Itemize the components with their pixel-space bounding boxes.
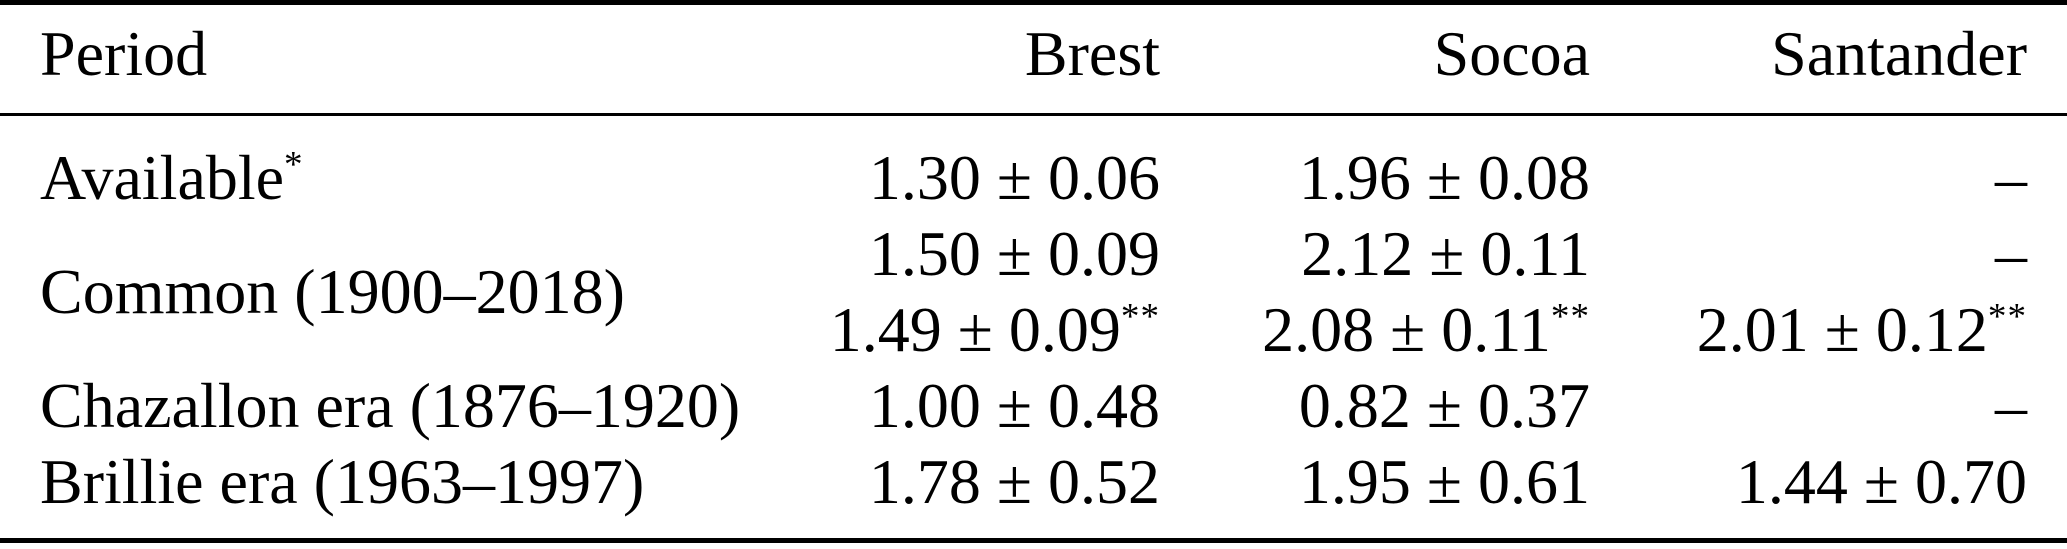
period-cell-common: Common (1900–2018): [0, 216, 820, 368]
table-row-chazallon: Chazallon era (1876–1920) 1.00 ± 0.48 0.…: [0, 368, 2067, 444]
value-text: –: [1995, 370, 2027, 441]
value-text: 1.44 ± 0.70: [1735, 446, 2027, 517]
value-cell-brest: 1.30 ± 0.06: [820, 115, 1160, 217]
value-cell-brest: 1.49 ± 0.09**: [820, 292, 1160, 368]
value-text: 1.30 ± 0.06: [868, 142, 1160, 213]
value-text: 1.49 ± 0.09: [829, 294, 1121, 365]
value-text: 2.12 ± 0.11: [1301, 218, 1590, 289]
table-row-available: Available* 1.30 ± 0.06 1.96 ± 0.08 –: [0, 115, 2067, 217]
period-cell-chazallon: Chazallon era (1876–1920): [0, 368, 820, 444]
column-header-brest: Brest: [820, 2, 1160, 116]
value-text: 2.08 ± 0.11: [1262, 294, 1551, 365]
period-label: Brillie era (1963–1997): [40, 446, 645, 517]
table-row-common-line-1: Common (1900–2018) 1.50 ± 0.09 2.12 ± 0.…: [0, 216, 2067, 327]
period-label: Available: [40, 142, 285, 213]
value-cell-socoa: 1.95 ± 0.61: [1160, 444, 1590, 541]
value-cell-socoa: 2.12 ± 0.11: [1160, 216, 1590, 292]
value-cell-socoa: 2.08 ± 0.11**: [1160, 292, 1590, 368]
footnote-marker: **: [1987, 296, 2027, 338]
table-row-common-line-2: 1.49 ± 0.09** 2.08 ± 0.11** 2.01 ± 0.12*…: [0, 292, 2067, 368]
value-cell-socoa: 0.82 ± 0.37: [1160, 368, 1590, 444]
value-cell-brest: 1.78 ± 0.52: [820, 444, 1160, 541]
value-cell-brest: 1.50 ± 0.09: [820, 216, 1160, 292]
value-cell-santander: –: [1590, 216, 2067, 292]
value-text: 1.96 ± 0.08: [1298, 142, 1590, 213]
column-header-santander: Santander: [1590, 2, 2067, 116]
footnote-marker: **: [1550, 296, 1590, 338]
footnote-marker: **: [1120, 296, 1160, 338]
table-row-brillie: Brillie era (1963–1997) 1.78 ± 0.52 1.95…: [0, 444, 2067, 541]
value-cell-brest: 1.00 ± 0.48: [820, 368, 1160, 444]
period-cell-brillie: Brillie era (1963–1997): [0, 444, 820, 541]
value-text: 1.50 ± 0.09: [868, 218, 1160, 289]
header-row: Period Brest Socoa Santander: [0, 2, 2067, 116]
value-text: 1.78 ± 0.52: [868, 446, 1160, 517]
value-text: 2.01 ± 0.12: [1696, 294, 1988, 365]
value-text: –: [1995, 218, 2027, 289]
value-text: –: [1995, 142, 2027, 213]
footnote-marker: *: [284, 144, 304, 186]
value-cell-santander: –: [1590, 368, 2067, 444]
period-label: Common (1900–2018): [40, 256, 625, 327]
value-cell-santander: –: [1590, 115, 2067, 217]
value-text: 0.82 ± 0.37: [1298, 370, 1590, 441]
value-cell-santander: 1.44 ± 0.70: [1590, 444, 2067, 541]
value-text: 1.95 ± 0.61: [1298, 446, 1590, 517]
column-header-socoa: Socoa: [1160, 2, 1590, 116]
column-header-period: Period: [0, 2, 820, 116]
value-cell-socoa: 1.96 ± 0.08: [1160, 115, 1590, 217]
period-label: Chazallon era (1876–1920): [40, 370, 741, 441]
value-cell-santander: 2.01 ± 0.12**: [1590, 292, 2067, 368]
value-text: 1.00 ± 0.48: [868, 370, 1160, 441]
period-cell-available: Available*: [0, 115, 820, 217]
